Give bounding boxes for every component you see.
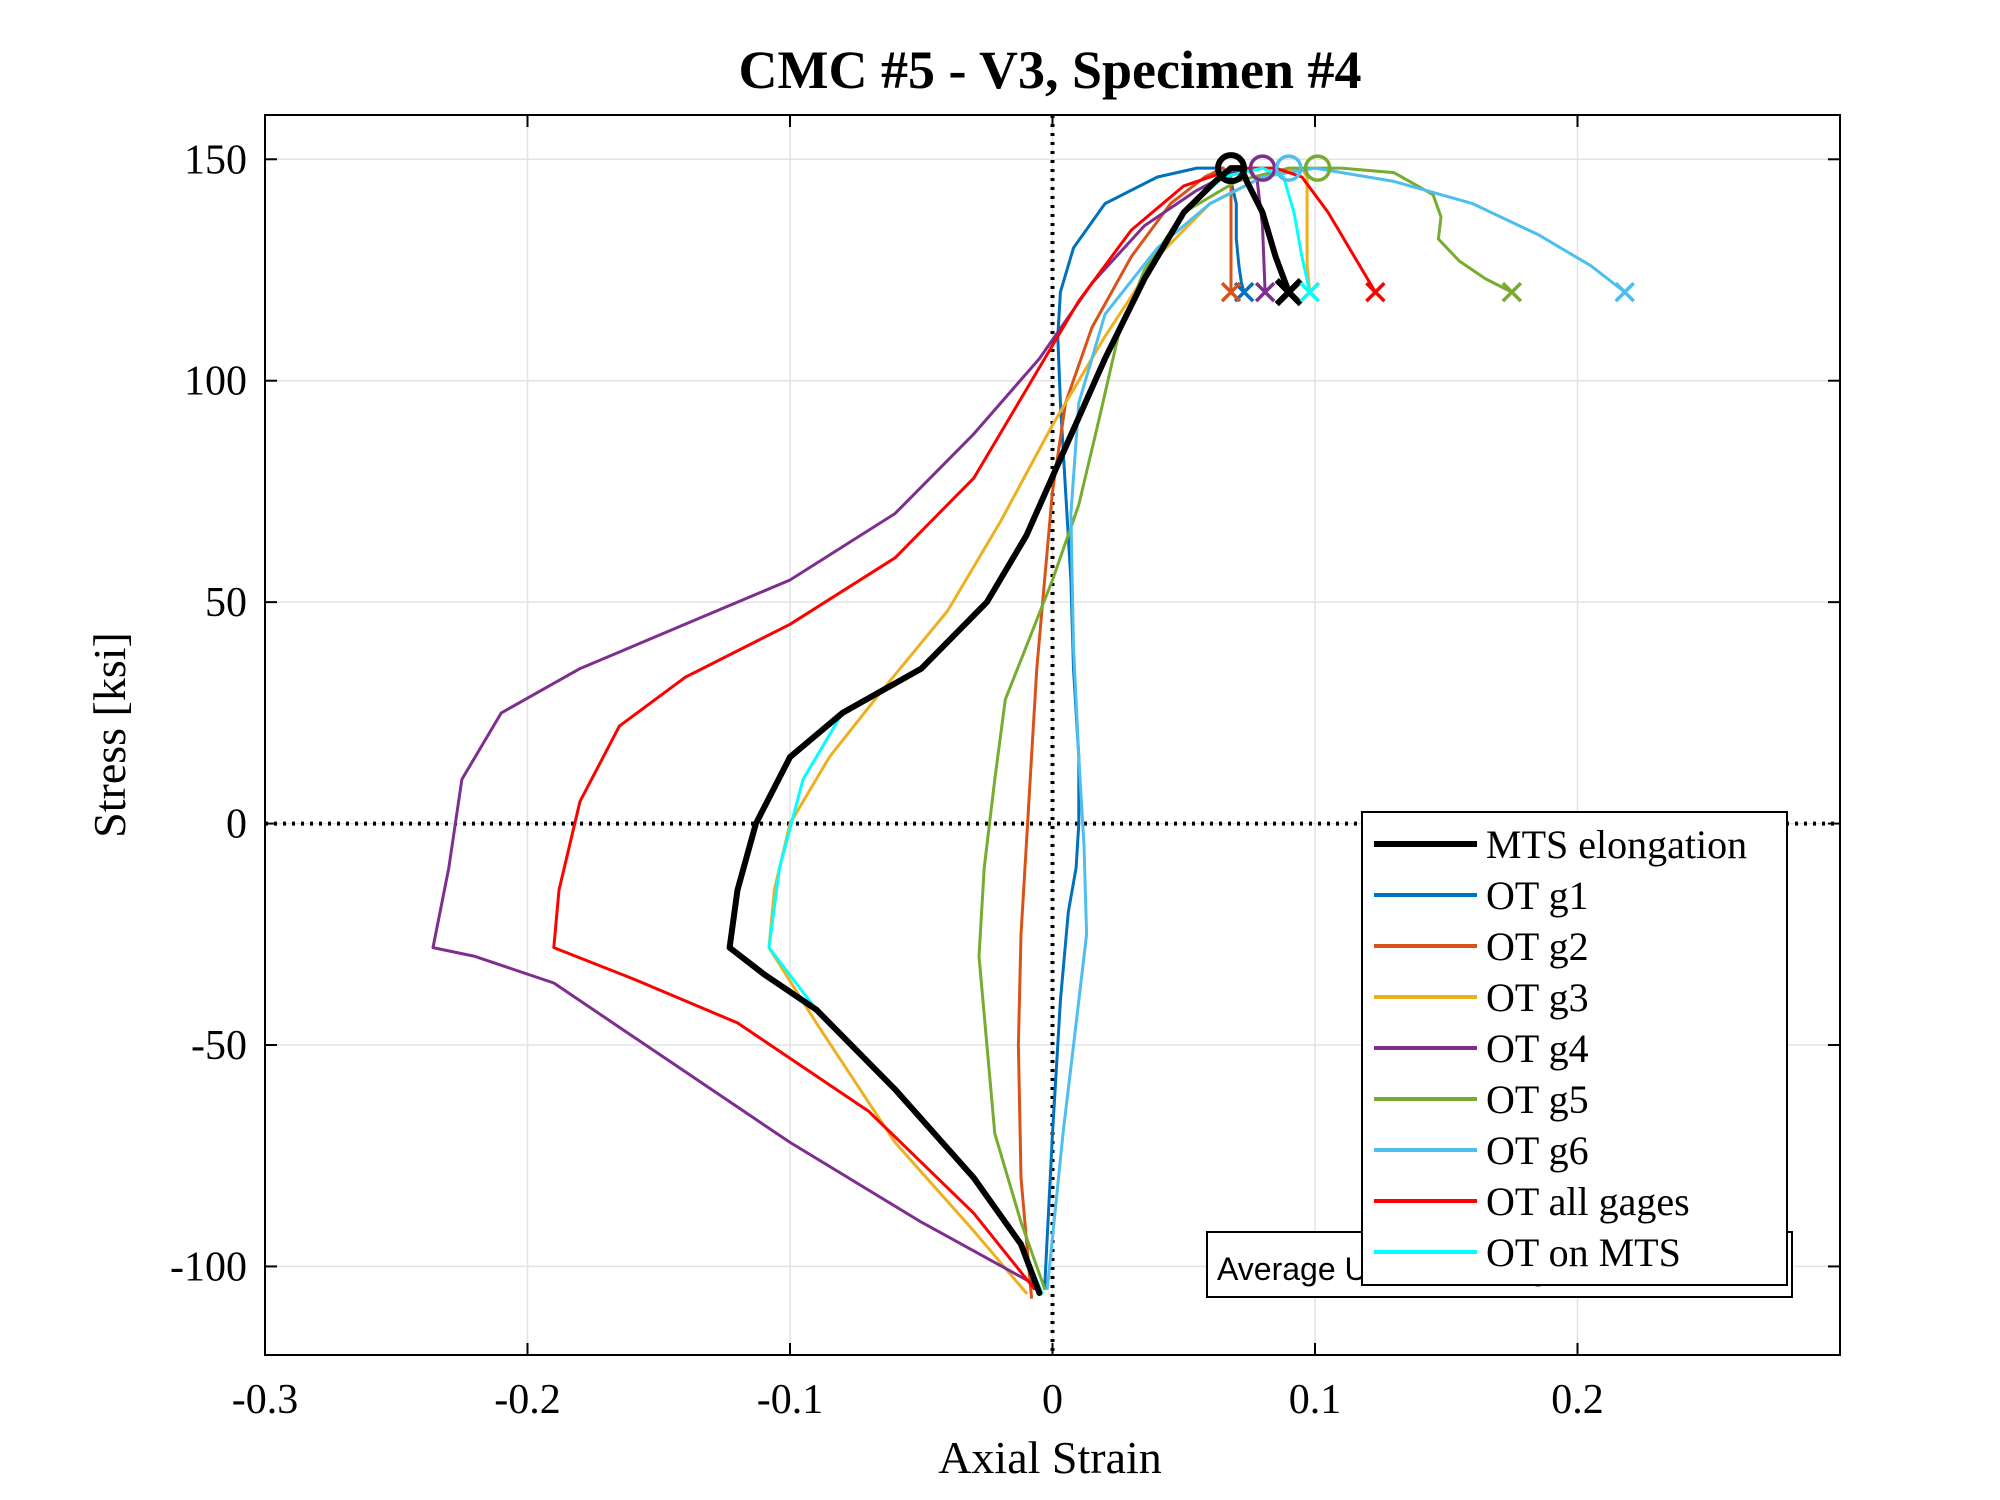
fracture-marker	[1365, 281, 1386, 303]
x-tick-label: -0.3	[232, 1377, 299, 1423]
max-stress-marker	[1275, 154, 1303, 182]
y-tick-label: 50	[205, 580, 247, 626]
series-line	[552, 166, 1377, 1291]
series-line	[1043, 166, 1246, 1291]
fracture-marker	[1299, 281, 1320, 303]
legend: MTS elongation OT g1 OT g2 OT g3 OT g4 OT g5 O…	[1361, 811, 1788, 1286]
chart-title: CMC #5 - V3, Specimen #4	[739, 40, 1362, 100]
ticks: -0.3 -0.2 -0.1 0 0.1 0.2 -100 -50 0 50 100 150	[170, 115, 1840, 1423]
legend-label: OT g2	[1486, 924, 1589, 969]
series-line	[1045, 166, 1627, 1291]
y-tick-label: 100	[184, 359, 247, 405]
zero-reference-lines	[265, 115, 1840, 1355]
legend-label: OT g3	[1486, 975, 1589, 1020]
marker-layer	[1215, 152, 1635, 307]
fracture-marker	[1501, 281, 1523, 303]
y-tick-label: 0	[226, 802, 247, 848]
y-tick-label: 150	[184, 137, 247, 183]
x-tick-label: 0.1	[1289, 1377, 1342, 1423]
legend-label: OT g6	[1486, 1128, 1589, 1173]
x-tick-label: 0	[1042, 1377, 1063, 1423]
x-axis-label: Axial Strain	[938, 1432, 1162, 1483]
legend-label: OT on MTS	[1486, 1230, 1681, 1275]
legend-label: OT g5	[1486, 1077, 1589, 1122]
legend-label: OT g1	[1486, 873, 1589, 918]
fracture-marker	[1220, 281, 1242, 303]
y-tick-label: -50	[191, 1023, 247, 1069]
x-tick-label: 0.2	[1551, 1377, 1604, 1423]
max-stress-marker	[1215, 152, 1247, 185]
max-stress-marker	[1248, 154, 1277, 182]
legend-label: OT g4	[1486, 1026, 1589, 1071]
fracture-marker	[1614, 281, 1635, 303]
max-stress-marker	[1303, 154, 1332, 182]
y-axis-label: Stress [ksi]	[84, 632, 135, 838]
legend-label: MTS elongation	[1486, 822, 1747, 867]
fracture-marker	[1274, 278, 1303, 307]
x-tick-label: -0.2	[494, 1377, 561, 1423]
legend-label: OT all gages	[1486, 1179, 1690, 1224]
series-line	[431, 166, 1267, 1286]
y-tick-label: -100	[170, 1244, 247, 1290]
x-tick-label: -0.1	[757, 1377, 824, 1423]
fracture-marker	[1254, 281, 1276, 303]
